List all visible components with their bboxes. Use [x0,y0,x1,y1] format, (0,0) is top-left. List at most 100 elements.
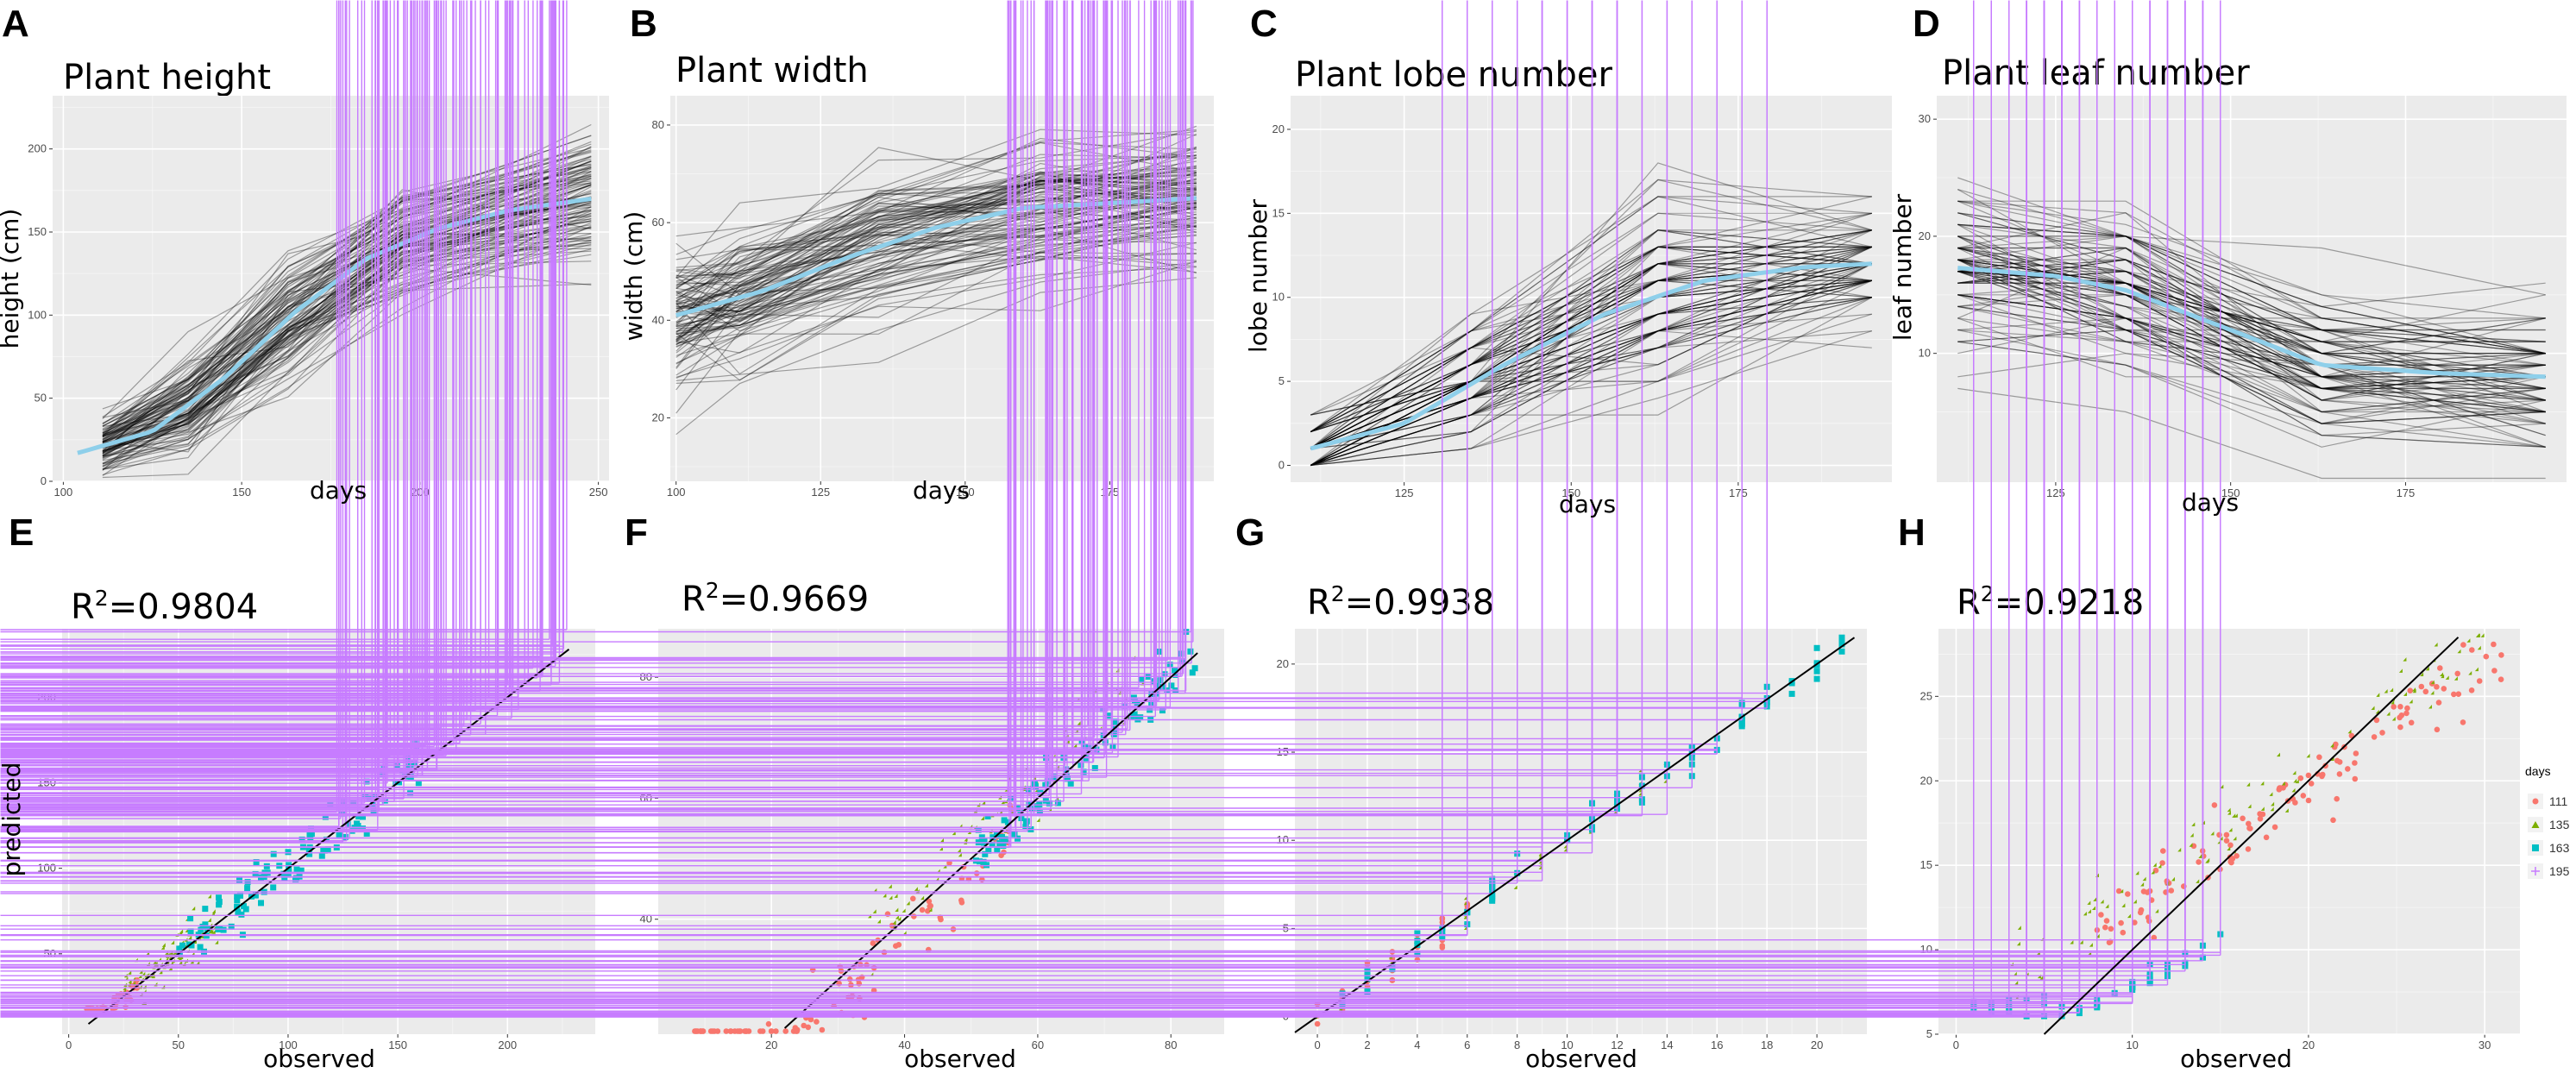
point-135 [940,838,945,843]
point-163 [293,866,300,873]
trajectory-line [1310,330,1872,467]
point-163 [306,850,313,857]
x-tick-label-g: 0 [1314,1038,1320,1051]
trajectory-line [1957,212,2546,366]
point-135 [2070,940,2074,944]
trajectory-line [1310,279,1872,467]
point-135 [2190,832,2194,838]
trajectory-line [1310,212,1872,449]
point-195 [0,0,1181,659]
trajectory-line [102,171,592,444]
trajectory-line [1957,212,2546,355]
trajectory-line [1957,189,2546,355]
point-111 [2434,684,2440,690]
trajectory-line [1957,270,2546,389]
trajectory-line [1957,200,2546,319]
point-195 [0,0,2063,998]
point-111 [927,903,933,910]
trajectory-line [102,212,592,464]
trajectory-line [1310,196,1872,449]
trajectory-line [1310,229,1872,466]
point-111 [2454,670,2460,677]
point-135 [2474,667,2479,672]
point-135 [2270,806,2274,812]
point-163 [360,813,366,820]
point-111 [2373,717,2380,724]
trajectory-line [102,160,592,438]
point-195 [0,0,1992,1018]
point-195 [0,0,1066,767]
point-111 [2098,912,2104,918]
trajectory-line [1957,270,2546,378]
trajectory-line [1957,259,2546,378]
mean-curve-c [1310,261,1872,451]
trajectory-line [102,227,592,467]
trajectory-line [1957,294,2546,401]
trajectory-line [1310,229,1872,449]
point-111 [2125,891,2131,897]
point-111 [805,1024,812,1031]
trajectory-line [1957,259,2546,378]
point-111 [856,981,863,987]
point-163 [1813,668,1820,675]
trajectory-line [1310,279,1872,449]
y-tick-label-b: 40 [652,313,664,326]
point-135 [2087,909,2091,913]
trajectory-line [102,150,592,442]
point-135 [2428,705,2433,709]
point-163 [363,831,370,837]
point-111 [723,1028,730,1034]
point-135 [2434,643,2438,647]
point-135 [2457,649,2461,654]
trajectory-line [1957,271,2546,401]
trajectory-line [1957,247,2546,389]
point-135 [2017,926,2021,930]
trajectory-line [1310,279,1872,449]
point-135 [1538,852,1542,857]
point-111 [769,1028,775,1034]
trajectory-line [1310,263,1872,467]
point-111 [2434,726,2441,733]
x-axis-title-e: observed [263,1045,375,1073]
trajectory-line [102,206,592,465]
point-111 [2305,797,2312,804]
point-111 [2234,853,2240,859]
trajectory-line [1310,313,1872,467]
panel-letter-h: H [1898,511,1926,554]
x-tick-label-b: 150 [956,486,975,499]
plot-background-c [1291,96,1892,482]
y-tick-label-g: 5 [1283,921,1289,934]
point-111 [2259,811,2266,818]
point-135 [906,900,910,906]
trajectory-line [1310,279,1872,449]
point-163 [234,903,241,910]
trajectory-line [1310,297,1872,467]
trajectory-line [1310,297,1872,467]
trajectory-line [1957,271,2546,342]
point-111 [2144,889,2151,895]
trajectory-line [1957,259,2546,378]
trajectory-line [1957,294,2546,366]
point-195 [0,0,1518,884]
trajectory-line [1310,297,1872,449]
x-axis-title-c: days [1559,490,1616,518]
point-163 [1389,966,1396,973]
point-195 [0,0,1187,692]
point-163 [1414,930,1421,937]
chart-title-c: Plant lobe number [1295,55,1612,95]
point-135 [2100,899,2104,904]
trajectory-line [1957,223,2546,296]
point-195 [0,0,1718,751]
trajectory-line [1310,162,1872,416]
point-135 [2425,666,2429,671]
trajectory-line [102,167,592,436]
point-135 [2466,638,2471,643]
point-135 [2227,846,2231,851]
trajectory-line [102,243,592,457]
point-163 [1064,775,1071,782]
trajectory-line [1957,259,2546,378]
trajectory-line [102,227,592,442]
trajectory-line [102,175,592,437]
point-135 [2430,690,2435,695]
